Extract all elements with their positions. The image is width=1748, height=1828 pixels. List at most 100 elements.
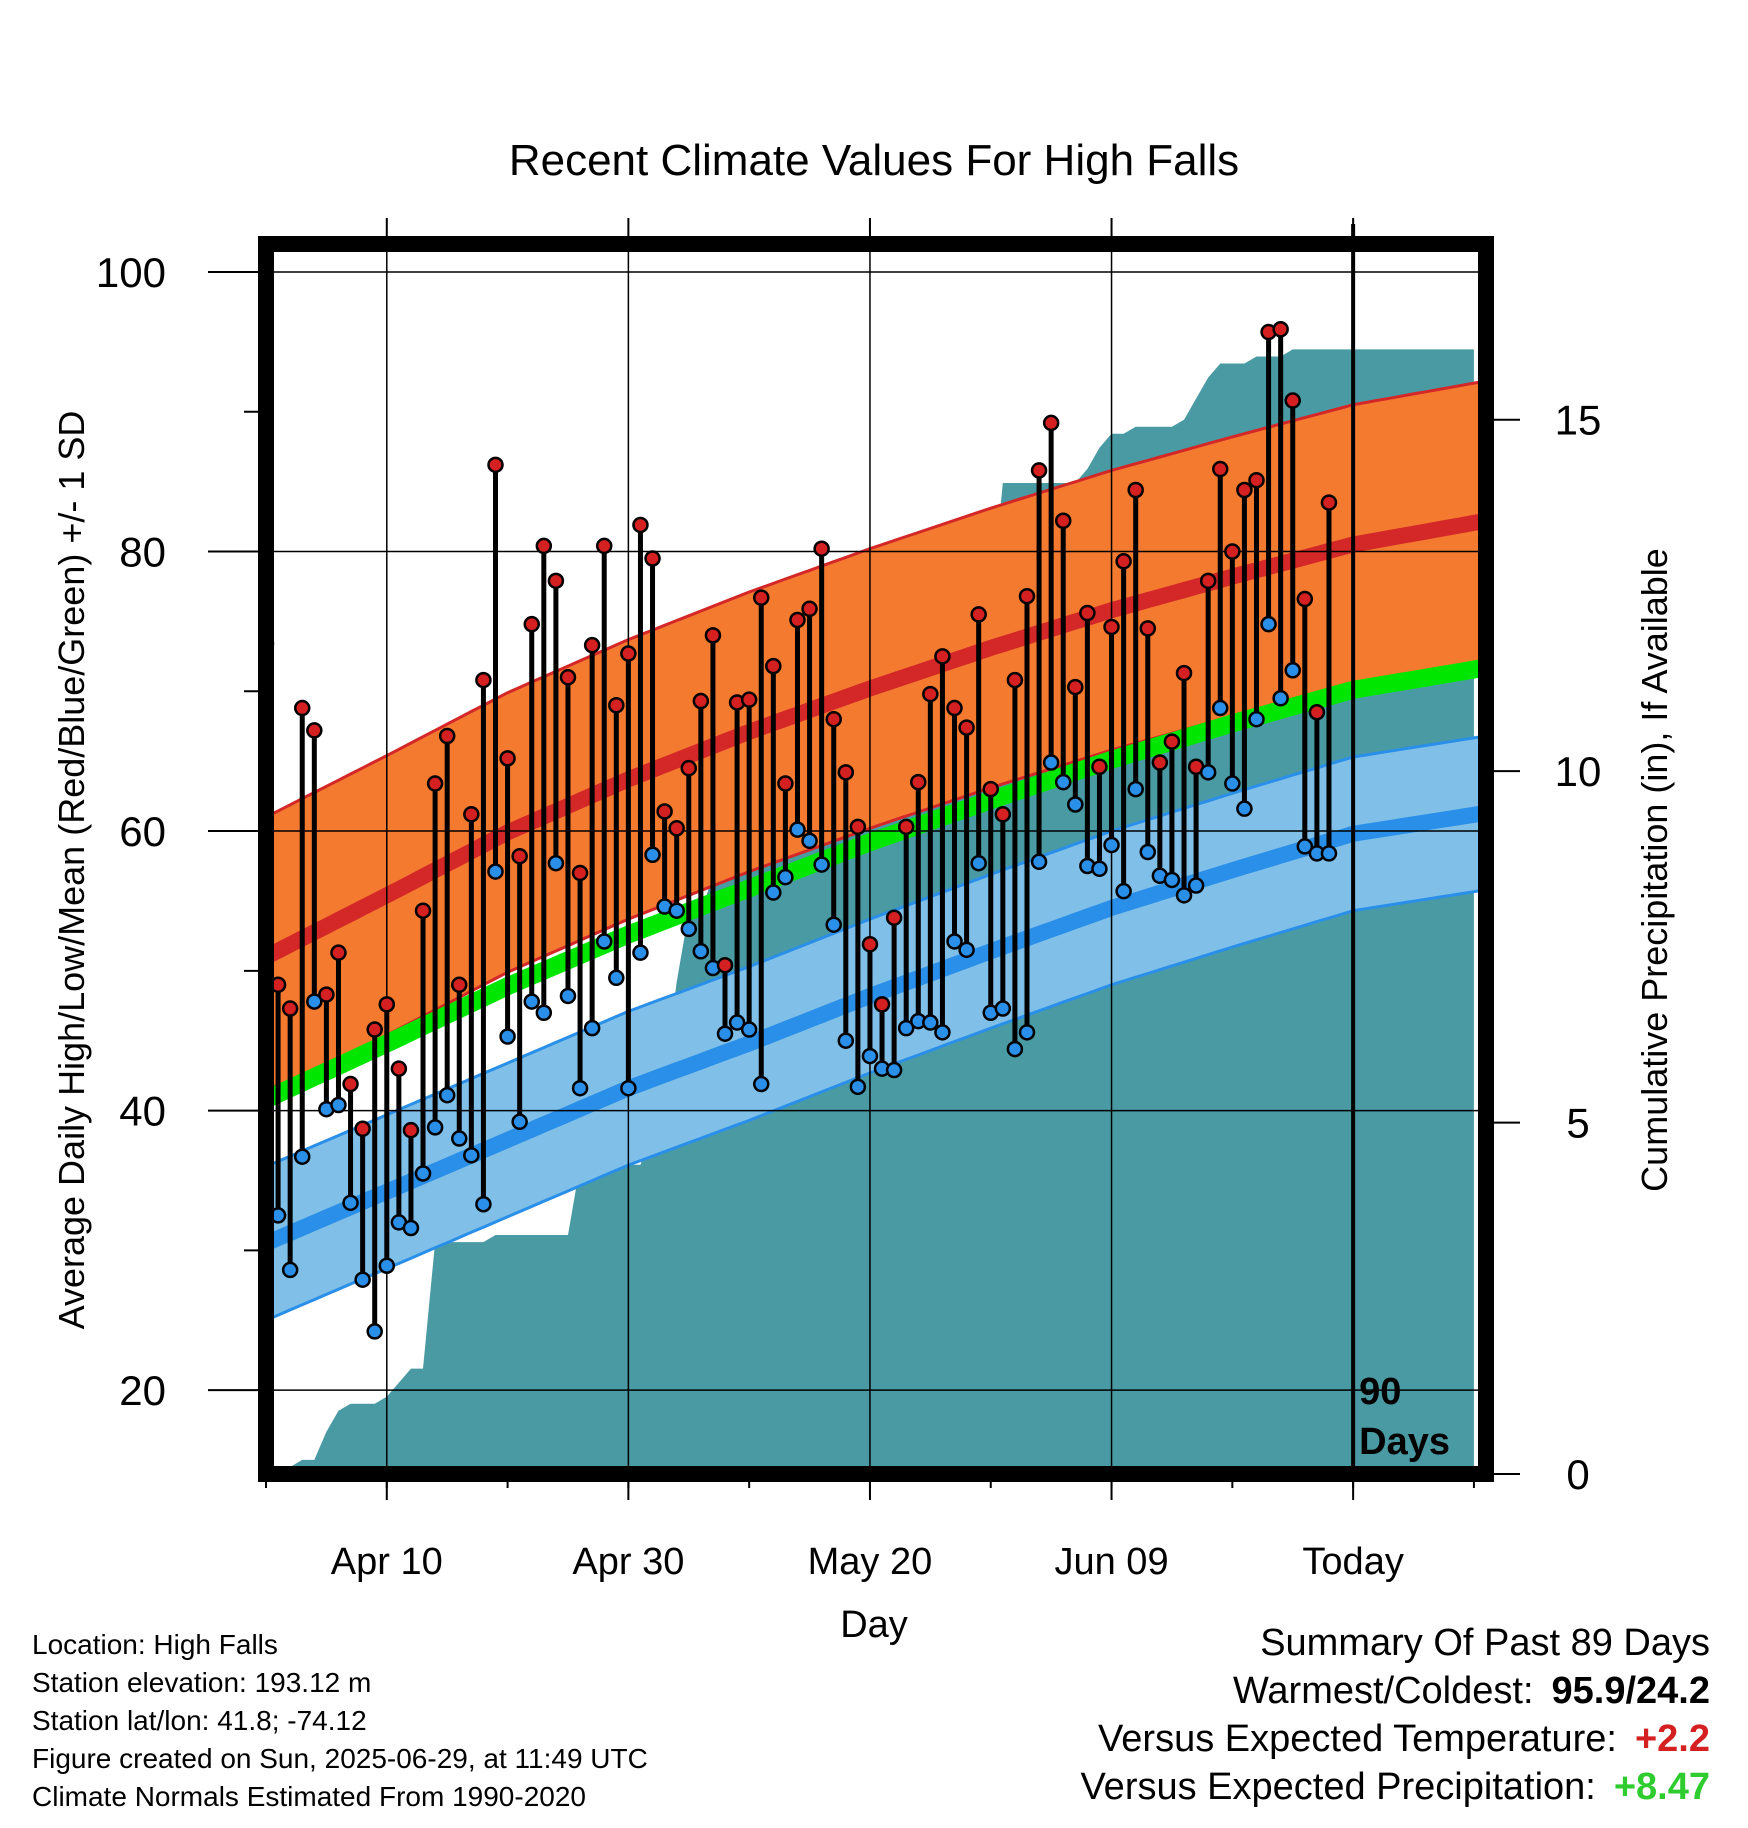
- daily-high-point: [583, 636, 601, 654]
- daily-high-point: [970, 606, 987, 623]
- daily-low-point: [922, 1014, 939, 1031]
- daily-high-point: [1079, 604, 1096, 622]
- daily-low-point: [571, 1079, 589, 1097]
- daily-low-point: [1296, 838, 1314, 855]
- created-text: Figure created on Sun, 2025-06-29, at 11…: [32, 1743, 648, 1774]
- daily-high-point: [378, 996, 396, 1013]
- daily-low-point: [632, 944, 649, 961]
- today-days-label: 90: [1359, 1371, 1401, 1413]
- x-tick-label: Today: [1302, 1541, 1403, 1583]
- daily-high-point: [1163, 733, 1181, 750]
- daily-high-point: [861, 936, 879, 953]
- daily-low-point: [475, 1195, 492, 1213]
- daily-high-point: [632, 516, 649, 534]
- daily-high-point: [813, 540, 830, 557]
- daily-low-point: [354, 1271, 371, 1288]
- chart-title: Recent Climate Values For High Falls: [509, 136, 1239, 185]
- daily-high-point: [946, 699, 963, 717]
- daily-low-point: [620, 1079, 637, 1097]
- daily-high-point: [837, 764, 855, 781]
- daily-low-point: [438, 1086, 456, 1104]
- daily-high-point: [1308, 703, 1326, 721]
- daily-low-point: [1018, 1024, 1036, 1041]
- daily-low-point: [1260, 615, 1277, 633]
- y2-tick-label: 5: [1566, 1100, 1589, 1147]
- daily-low-point: [595, 933, 613, 950]
- daily-high-point: [704, 627, 722, 644]
- daily-high-point: [1054, 512, 1072, 529]
- daily-low-point: [740, 1021, 758, 1038]
- daily-low-point: [1042, 754, 1060, 771]
- daily-low-point: [1006, 1040, 1024, 1058]
- daily-high-point: [1236, 481, 1253, 499]
- daily-low-point: [1103, 836, 1120, 854]
- daily-high-point: [982, 780, 1000, 798]
- daily-high-point: [1103, 618, 1120, 636]
- daily-low-point: [668, 902, 685, 919]
- daily-high-point: [885, 909, 903, 926]
- daily-high-point: [1042, 414, 1060, 432]
- x-tick-label: Jun 09: [1054, 1541, 1168, 1583]
- daily-low-point: [499, 1028, 516, 1045]
- daily-high-point: [1018, 587, 1036, 605]
- daily-low-point: [306, 993, 323, 1010]
- daily-low-point: [1284, 662, 1301, 679]
- daily-low-point: [487, 863, 504, 880]
- daily-high-point: [330, 944, 347, 961]
- daily-low-point: [414, 1165, 432, 1182]
- daily-high-point: [1248, 471, 1265, 489]
- daily-low-point: [1199, 764, 1217, 781]
- daily-high-point: [692, 692, 710, 710]
- today-days-label: Days: [1359, 1421, 1450, 1463]
- daily-high-point: [318, 986, 335, 1003]
- daily-low-point: [559, 987, 577, 1005]
- elevation-text: Station elevation: 193.12 m: [32, 1667, 372, 1698]
- daily-low-point: [728, 1014, 746, 1031]
- daily-low-point: [849, 1078, 867, 1096]
- precip-departure-row: Versus Expected Precipitation: +8.47: [1080, 1766, 1710, 1814]
- temp-departure-row: Versus Expected Temperature: +2.2: [1080, 1718, 1710, 1766]
- daily-high-point: [535, 537, 553, 555]
- plot-content: [266, 244, 1486, 1474]
- y-tick-label: 20: [119, 1367, 166, 1414]
- daily-low-point: [608, 969, 625, 987]
- daily-high-point: [1320, 494, 1338, 511]
- daily-high-point: [825, 710, 842, 728]
- x-axis-label: Day: [840, 1604, 908, 1646]
- daily-low-point: [523, 993, 540, 1010]
- daily-high-point: [281, 1000, 299, 1017]
- daily-low-point: [583, 1019, 601, 1037]
- y2-tick-label: 10: [1555, 748, 1602, 795]
- daily-low-point: [1115, 882, 1132, 900]
- station-info: Location: High Falls Station elevation: …: [32, 1626, 648, 1816]
- daily-high-point: [390, 1060, 408, 1077]
- daily-low-point: [1236, 800, 1253, 817]
- daily-low-point: [716, 1025, 734, 1042]
- daily-high-point: [752, 589, 770, 606]
- daily-low-point: [451, 1130, 468, 1147]
- daily-low-point: [934, 1024, 951, 1041]
- daily-low-point: [1248, 710, 1265, 728]
- daily-high-point: [414, 902, 432, 919]
- daily-high-point: [740, 691, 758, 708]
- daily-high-point: [559, 669, 577, 686]
- daily-low-point: [813, 856, 830, 873]
- plot-area: 90 Days: [266, 224, 1486, 1474]
- daily-high-point: [608, 697, 625, 714]
- warmest-coldest-row: Warmest/Coldest: 95.9/24.2: [1080, 1670, 1710, 1718]
- daily-high-point: [475, 671, 492, 689]
- daily-low-point: [1224, 775, 1241, 792]
- daily-high-point: [571, 864, 589, 882]
- daily-high-point: [1224, 543, 1241, 560]
- y-tick-label: 60: [119, 808, 166, 855]
- daily-low-point: [1127, 780, 1144, 798]
- daily-low-point: [366, 1323, 383, 1340]
- daily-high-point: [897, 818, 915, 836]
- daily-low-point: [535, 1004, 553, 1021]
- daily-low-point: [511, 1113, 528, 1131]
- daily-high-point: [644, 550, 661, 567]
- daily-low-point: [789, 821, 806, 838]
- daily-low-point: [402, 1219, 420, 1237]
- daily-low-point: [330, 1096, 347, 1114]
